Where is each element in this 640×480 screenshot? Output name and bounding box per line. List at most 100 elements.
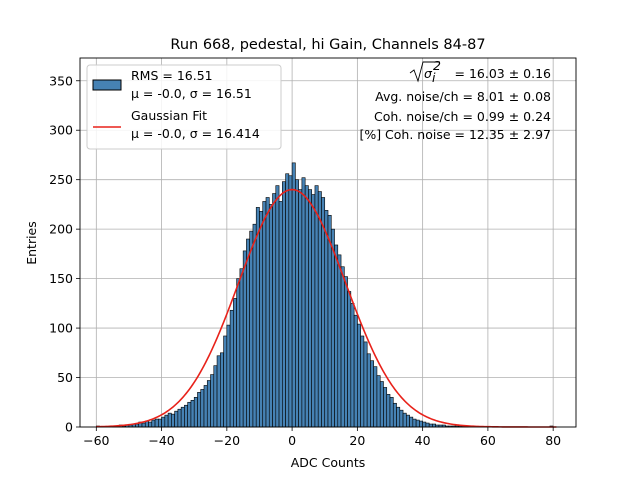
histogram-bar [366, 353, 371, 428]
histogram-bars [96, 162, 554, 428]
histogram-bar [311, 194, 316, 428]
histogram-bar [353, 314, 358, 428]
histogram-bar [389, 397, 394, 428]
x-tick-label: 20 [349, 433, 365, 448]
histogram-bar [164, 414, 169, 428]
histogram-bar [246, 238, 250, 428]
histogram-bar [167, 412, 172, 428]
histogram-bar [308, 189, 312, 428]
histogram-bar [233, 298, 237, 428]
histogram-bar [409, 416, 414, 428]
histogram-bar [275, 185, 280, 428]
legend-histogram-label: RMS = 16.51 [131, 68, 213, 83]
histogram-bar [304, 185, 309, 428]
histogram-bar [193, 397, 198, 428]
x-tick-label: 60 [480, 433, 496, 448]
x-tick-label: −20 [214, 433, 240, 448]
histogram-bar [171, 413, 175, 428]
legend: RMS = 16.51 μ = -0.0, σ = 16.51 Gaussian… [86, 64, 282, 150]
histogram-bar [285, 173, 290, 428]
plot-frame [79, 57, 577, 428]
histogram-bar [268, 204, 273, 428]
y-tick-label: 150 [49, 271, 73, 286]
histogram-bar [161, 416, 166, 428]
histogram-bar [220, 352, 224, 428]
annotation-sigma-value: = 16.03 ± 0.16 [455, 66, 552, 81]
histogram-bar [272, 193, 277, 428]
histogram-bar [249, 230, 254, 428]
histogram-bar [177, 408, 182, 428]
y-tick-label: 100 [49, 321, 73, 336]
x-tick-label: 40 [415, 433, 431, 448]
histogram-bar [174, 410, 179, 428]
histogram-bar [350, 303, 355, 428]
histogram-bar [344, 276, 348, 428]
histogram-bar [399, 409, 404, 428]
legend-histogram-stats: μ = -0.0, σ = 16.51 [131, 86, 252, 101]
histogram-bar [412, 418, 417, 428]
histogram-bar [373, 366, 378, 428]
histogram-bar [154, 418, 159, 428]
histogram-bar [317, 191, 322, 428]
histogram-bar [203, 385, 208, 428]
y-tick-label: 300 [49, 123, 73, 138]
histogram-bar [415, 419, 420, 428]
histogram-bar [255, 207, 260, 428]
noise-annotations: σ 2 i = 16.03 ± 0.16 Avg. noise/ch = 8.0… [359, 58, 551, 142]
histogram-bar [190, 399, 195, 428]
annotation-sigma-sub: i [432, 70, 436, 85]
histogram-bar [282, 181, 286, 428]
histogram-bar [216, 355, 221, 428]
annotation-sigma-sup: 2 [433, 58, 441, 73]
histogram-bar [370, 360, 374, 428]
histogram-bar [265, 197, 270, 428]
chart-title: Run 668, pedestal, hi Gain, Channels 84-… [170, 37, 485, 53]
y-axis-label: Entries [24, 221, 39, 265]
histogram-bar [357, 323, 361, 428]
histogram-bar [180, 406, 185, 428]
histogram-bar [262, 201, 267, 428]
histogram-bar [148, 421, 153, 428]
histogram-bar [330, 228, 335, 428]
histogram-bar [379, 381, 384, 428]
histogram-bar [229, 309, 234, 428]
histogram-bar [324, 210, 329, 428]
annotation-coh-noise: Coh. noise/ch = 0.99 ± 0.24 [374, 109, 551, 124]
histogram-bar [213, 365, 218, 428]
x-tick-label: 0 [288, 433, 296, 448]
histogram-bar [141, 422, 146, 428]
histogram-bar [383, 387, 388, 428]
x-tick-label: −40 [148, 433, 174, 448]
histogram-bar [295, 179, 299, 428]
y-tick-label: 350 [49, 73, 73, 88]
histogram-bar [321, 197, 326, 428]
histogram-bar [291, 162, 296, 428]
histogram-bar [396, 406, 401, 428]
histogram-bar [347, 291, 352, 428]
histogram-bar [242, 250, 247, 428]
x-tick-label: 80 [545, 433, 561, 448]
histogram-bar [340, 266, 345, 428]
histogram-bar [334, 244, 339, 428]
y-axis-ticks: 0 50 100 150 200 250 300 350 [49, 73, 80, 435]
histogram-bar [210, 374, 215, 428]
histogram-bar [298, 189, 303, 428]
histogram-bar [184, 404, 188, 428]
histogram-bar [386, 394, 391, 428]
histogram-bar [301, 177, 306, 428]
histogram-bar [206, 380, 211, 428]
histogram-bar [402, 412, 407, 428]
annotation-avg-noise: Avg. noise/ch = 8.01 ± 0.08 [375, 89, 551, 104]
histogram-bar [422, 421, 427, 428]
histogram-bar [259, 211, 264, 428]
histogram-bar [200, 389, 205, 428]
histogram-bar [327, 214, 332, 428]
legend-fit-label: Gaussian Fit [131, 108, 207, 123]
y-tick-label: 50 [57, 370, 73, 385]
x-axis-label: ADC Counts [291, 455, 366, 470]
histogram-bar [278, 201, 283, 428]
histogram-bar [223, 335, 228, 428]
y-tick-label: 0 [65, 420, 73, 435]
y-tick-label: 250 [49, 172, 73, 187]
